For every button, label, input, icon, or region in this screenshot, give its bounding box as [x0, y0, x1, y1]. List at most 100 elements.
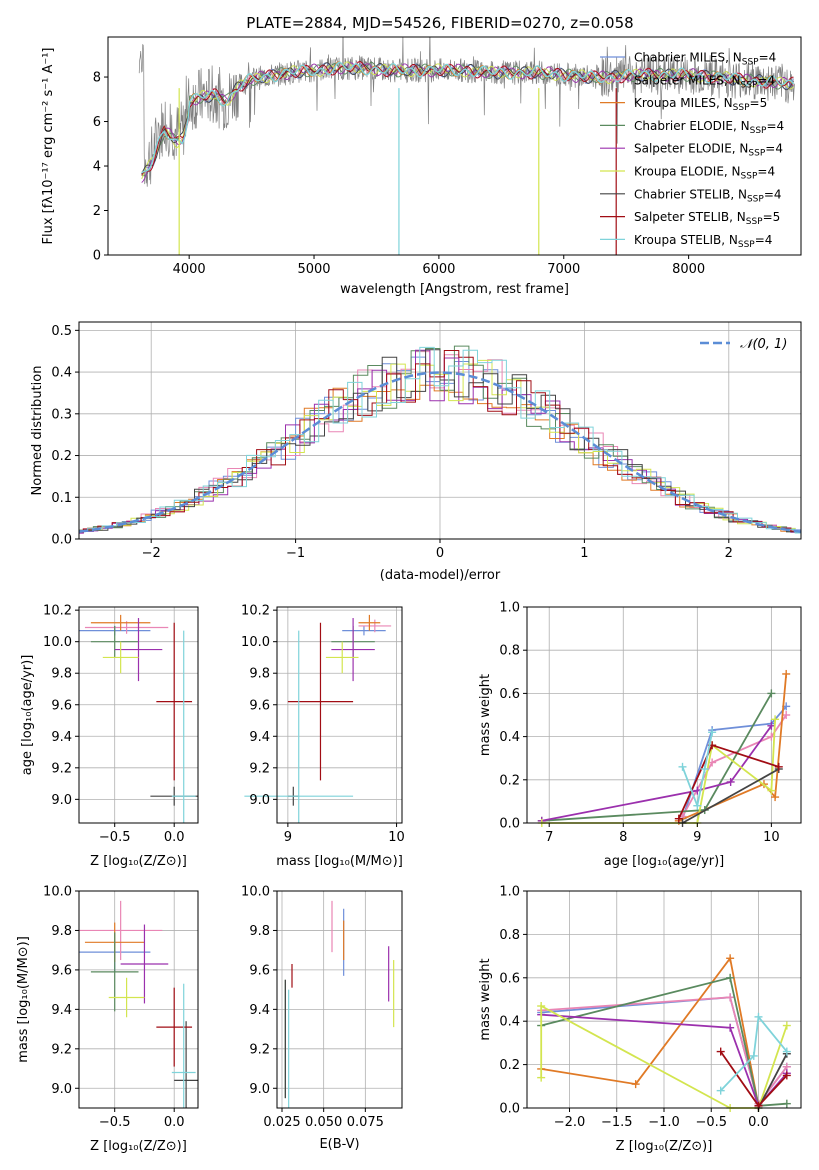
y-tick-label: 9.6 [51, 963, 72, 978]
y-axis-label: Normed distribution [30, 366, 45, 496]
x-tick-label: 10 [763, 830, 780, 845]
y-tick-label: 9.6 [249, 698, 270, 713]
x-tick-label: 1 [580, 546, 588, 561]
x-axis-label: E(B-V) [319, 1137, 359, 1152]
y-tick-label: 1.0 [499, 601, 520, 616]
y-tick-label: 9.8 [51, 924, 72, 939]
observed-spectrum [138, 37, 795, 187]
y-tick-label: 0.6 [499, 687, 520, 702]
x-tick-label: 9 [284, 830, 292, 845]
x-tick-label: 2 [725, 546, 733, 561]
y-tick-label: 9.0 [249, 793, 270, 808]
x-tick-label: 0.0 [164, 830, 185, 845]
x-tick-label: 8 [619, 830, 627, 845]
y-tick-label: 10.0 [241, 635, 270, 650]
x-tick-label: −2 [142, 546, 161, 561]
x-axis-label: Z [log₁₀(Z/Z⊙)] [616, 1139, 713, 1154]
x-tick-label: −0.5 [695, 1115, 727, 1130]
y-tick-label: 9.4 [249, 1003, 270, 1018]
age_vs_Z-panel: −0.5 0.0 9.0 9.2 9.4 9.6 9.8 10.0 10.2 Z [log₁₀(Z… [20, 604, 199, 869]
x-tick-label: −0.5 [99, 1115, 131, 1130]
age_vs_mass-frame [276, 606, 403, 824]
legend-label: Chabrier ELODIE, NSSP=4 [634, 119, 784, 136]
x-tick-label: 7 [545, 830, 553, 845]
y-tick-label: 9.8 [249, 924, 270, 939]
y-tick-label: 0.3 [51, 407, 72, 422]
mass_vs_EBV-panel: 0.025 0.050 0.075 9.0 9.2 9.4 9.6 9.8 10.0 E(B-V) [241, 885, 403, 1152]
mass_vs_EBV-grid [277, 890, 402, 1108]
x-tick-label: −2.0 [554, 1115, 586, 1130]
x-tick-label: 7000 [547, 262, 580, 277]
y-tick-label: 10.2 [43, 604, 72, 619]
y-axis-label: Flux [fλ10⁻¹⁷ erg cm⁻² s⁻¹ A⁻¹] [41, 48, 56, 245]
x-tick-label: 0.050 [305, 1115, 342, 1130]
y-tick-label: 2 [93, 204, 101, 219]
gaussian-curve [79, 371, 801, 533]
y-tick-label: 9.2 [249, 1042, 270, 1057]
y-tick-label: 9.4 [51, 1003, 72, 1018]
x-axis-label: Z [log₁₀(Z/Z⊙)] [90, 1139, 187, 1154]
x-axis-label: wavelength [Angstrom, rest frame] [340, 282, 569, 297]
y-tick-label: 0.2 [51, 449, 72, 464]
mass_vs_Z-panel: −0.5 0.0 9.0 9.2 9.4 9.6 9.8 10.0 Z [log₁₀(Z/Z⊙)… [16, 885, 199, 1154]
x-tick-label: −1.0 [648, 1115, 680, 1130]
age_vs_Z-frame [78, 606, 199, 824]
weight-series [757, 1053, 788, 1109]
x-tick-label: 0.0 [748, 1115, 769, 1130]
y-tick-label: 10.0 [241, 885, 270, 900]
x-axis-label: Z [log₁₀(Z/Z⊙)] [90, 854, 187, 869]
age_vs_Z-marks [79, 614, 198, 823]
x-tick-label: 9 [693, 830, 701, 845]
age_vs_mass-marks [244, 614, 392, 823]
legend-label: Salpeter STELIB, NSSP=5 [634, 210, 780, 227]
x-tick-label: 0.0 [164, 1115, 185, 1130]
y-tick-label: 9.2 [51, 1042, 72, 1057]
x-tick-label: −1.5 [601, 1115, 633, 1130]
x-axis-label: age [log₁₀(age/yr)] [604, 854, 725, 869]
model-spectrum [141, 61, 795, 174]
legend-label: Chabrier MILES, NSSP=4 [634, 51, 776, 68]
y-tick-label: 6 [93, 115, 101, 130]
legend-label: Salpeter ELODIE, NSSP=4 [634, 142, 783, 159]
x-tick-label: 0.075 [347, 1115, 384, 1130]
figure-title: PLATE=2884, MJD=54526, FIBERID=0270, z=0… [246, 14, 633, 32]
legend-label: Kroupa STELIB, NSSP=4 [634, 233, 772, 250]
y-tick-label: 0 [93, 249, 101, 264]
x-tick-label: 6000 [422, 262, 455, 277]
mass_vs_Z-frame [78, 890, 199, 1109]
y-tick-label: 9.8 [249, 667, 270, 682]
weight-series [720, 1014, 788, 1092]
y-tick-label: 4 [93, 160, 101, 175]
x-tick-label: 4000 [173, 262, 206, 277]
y-tick-label: 0.4 [499, 730, 520, 745]
y-tick-label: 0.2 [499, 1058, 520, 1073]
y-tick-label: 0.1 [51, 491, 72, 506]
y-tick-label: 9.6 [51, 698, 72, 713]
weight-series [682, 768, 780, 824]
y-tick-label: 0.2 [499, 773, 520, 788]
weight_vs_age-panel: 7 8 9 10 0.0 0.2 0.4 0.6 0.8 1.0 age [log₁₀(age/yr… [478, 601, 802, 869]
y-tick-label: 8 [93, 71, 101, 86]
weight-series [541, 692, 773, 822]
residuals-marks [79, 345, 801, 535]
y-tick-label: 9.2 [51, 761, 72, 776]
mass_vs_EBV-frame [276, 890, 403, 1109]
residuals-panel: −2 −1 0 1 2 0.0 0.1 0.2 0.3 0.4 0.5 (data-model)/er… [30, 321, 802, 583]
y-tick-label: 0.4 [51, 366, 72, 381]
y-tick-label: 9.0 [51, 793, 72, 808]
x-tick-label: −1 [286, 546, 305, 561]
legend-label: Kroupa MILES, NSSP=5 [634, 96, 767, 113]
x-tick-label: 0.025 [263, 1115, 300, 1130]
mass_vs_Z-marks [79, 900, 198, 1108]
y-tick-label: 10.2 [241, 604, 270, 619]
weight_vs_Z-panel: −2.0 −1.5 −1.0 −0.5 0.0 0.0 0.2 0.4 0.6 0.8 1.0 Z [… [478, 885, 802, 1154]
mass_vs_Z-grid [79, 890, 198, 1108]
x-tick-label: 8000 [672, 262, 705, 277]
y-tick-label: 9.4 [249, 730, 270, 745]
x-axis-label: (data-model)/error [380, 568, 501, 583]
legend-label: Kroupa ELODIE, NSSP=4 [634, 165, 775, 182]
spectrum-frame [107, 36, 802, 256]
weight_vs_age-marks [537, 669, 791, 827]
weight-series [540, 976, 787, 1107]
